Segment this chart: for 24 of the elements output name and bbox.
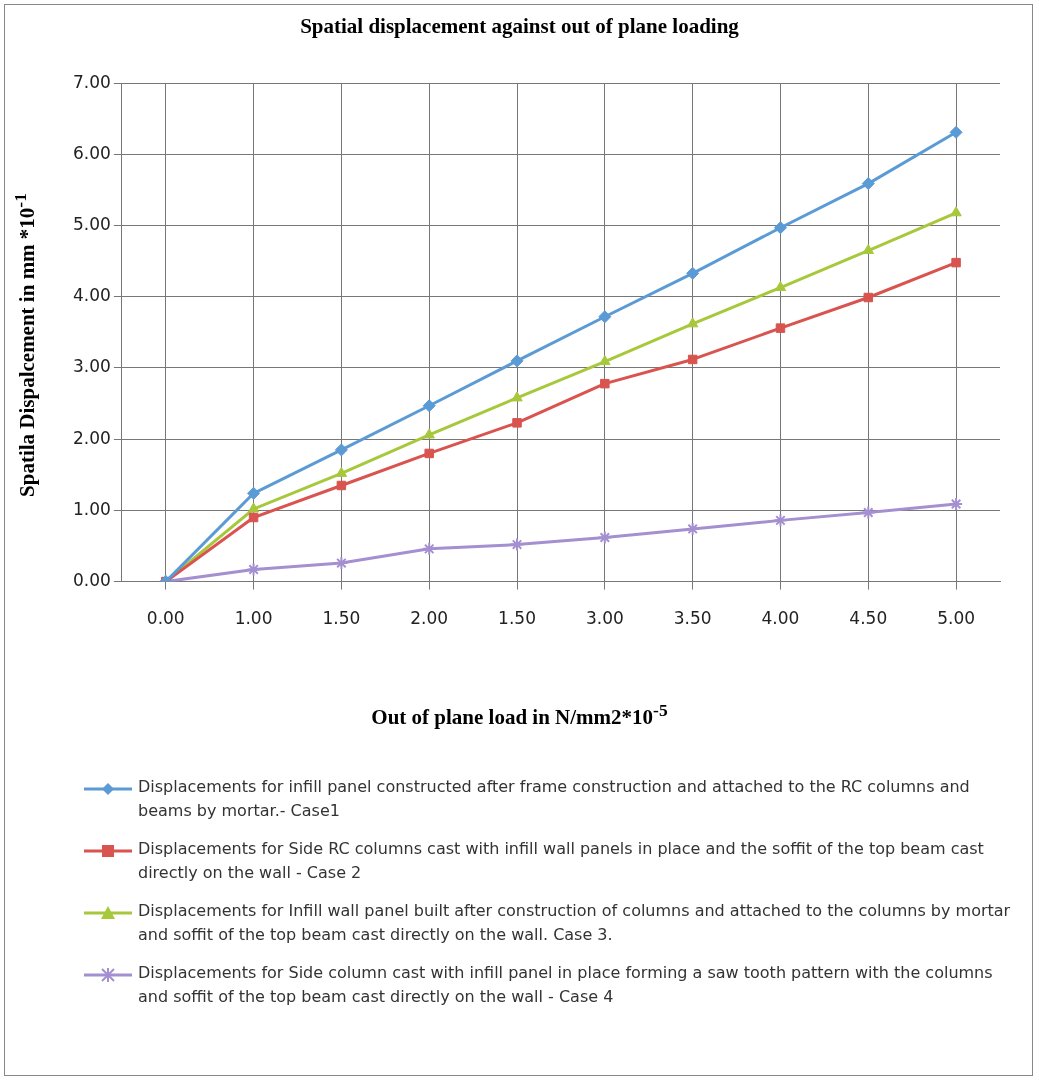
legend-label: Displacements for Side RC columns cast with infill wall panels in place and the soffit of the top beam cast directly on the wall - Case 2 [138, 838, 985, 884]
x-tick-label: 3.50 [673, 608, 712, 629]
x-axis-title: Out of plane load in N/mm2*10$^{-5}$ [370, 700, 669, 730]
x-tick-label: 4.00 [761, 608, 800, 629]
legend-label: Displacements for Side column cast with infill panel in place forming a saw tooth pattern with the columns and soffit of the top beam cast directly on the wall - Case 4 [138, 962, 994, 1008]
x-tick-label: 1.50 [498, 608, 536, 629]
x-tick-label: 1.00 [234, 608, 273, 629]
y-tick-label: 7.00 [72, 71, 111, 92]
y-tick-label: 2.00 [72, 427, 111, 448]
x-tick-label: 1.50 [322, 608, 361, 629]
legend-label: Displacements for Infill wall panel built after construction of columns and attached to the columns by mortar and soffit of the top beam cast directly on the wall. Case 3. [138, 900, 1012, 946]
y-tick-label: 5.00 [72, 214, 111, 235]
legend-label: Displacements for infill panel constructed after frame construction and attached to the RC columns and beams by mortar.- Case1 [138, 776, 971, 822]
y-tick-label: 4.00 [72, 285, 111, 306]
y-tick-label: 6.00 [72, 142, 111, 163]
y-tick-label: 3.00 [72, 356, 111, 377]
x-tick-label: 4.50 [849, 608, 888, 629]
y-tick-label: 0.00 [72, 570, 111, 591]
x-tick-label: 0.00 [146, 608, 185, 629]
chart-title: Spatial displacement against out of plane loading [299, 14, 740, 39]
x-tick-label: 5.00 [937, 608, 976, 629]
y-tick-label: 1.00 [72, 498, 111, 519]
x-tick-label: 3.00 [585, 608, 624, 629]
x-tick-label: 2.00 [410, 608, 449, 629]
